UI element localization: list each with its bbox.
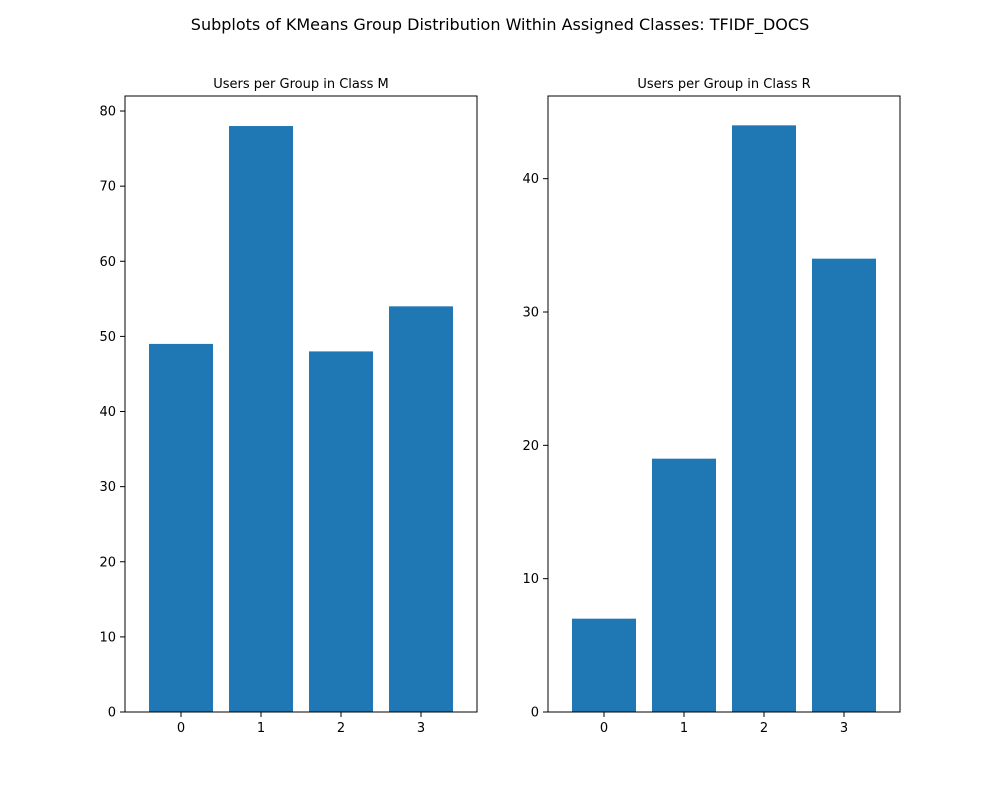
bar-group <box>149 126 453 713</box>
plot-frame <box>124 95 478 713</box>
bar-group-0 <box>149 343 213 712</box>
y-axis: 0 10 20 30 40 50 60 70 80 <box>99 105 125 721</box>
x-tick-label: 1 <box>680 721 688 736</box>
x-tick-label: 2 <box>337 721 345 736</box>
y-axis: 0 10 20 30 40 <box>522 172 548 721</box>
plot-frame <box>547 95 901 713</box>
y-tick-label: 40 <box>99 405 116 420</box>
y-tick-label: 10 <box>99 630 116 645</box>
x-axis: 0 1 2 3 <box>177 712 425 736</box>
bar-group-3 <box>389 306 453 712</box>
x-tick-label: 0 <box>177 721 185 736</box>
y-tick-label: 30 <box>522 306 539 321</box>
figure-title: Subplots of KMeans Group Distribution Wi… <box>191 15 809 35</box>
bar-group-1 <box>652 458 716 712</box>
bar-group-3 <box>812 258 876 712</box>
x-axis: 0 1 2 3 <box>600 712 848 736</box>
x-tick-label: 3 <box>417 721 425 736</box>
subplot-class-m: Users per Group in Class M 0 1 2 3 0 10 20 30 4… <box>99 77 478 736</box>
x-tick-label: 2 <box>760 721 768 736</box>
y-tick-label: 40 <box>522 172 539 187</box>
x-tick-label: 1 <box>257 721 265 736</box>
y-tick-label: 20 <box>522 439 539 454</box>
subplot-title: Users per Group in Class M <box>213 77 389 92</box>
bar-group-2 <box>309 351 373 712</box>
y-tick-label: 60 <box>99 255 116 270</box>
bar-group-1 <box>229 126 293 713</box>
x-tick-label: 3 <box>840 721 848 736</box>
y-tick-label: 30 <box>99 480 116 495</box>
bar-group-2 <box>732 125 796 712</box>
x-tick-label: 0 <box>600 721 608 736</box>
y-tick-label: 0 <box>108 706 116 721</box>
bar-group-0 <box>572 618 636 712</box>
y-tick-label: 10 <box>522 572 539 587</box>
subplot-class-r: Users per Group in Class R 0 1 2 3 0 10 20 30 4… <box>522 77 901 736</box>
y-tick-label: 70 <box>99 180 116 195</box>
y-tick-label: 0 <box>531 706 539 721</box>
y-tick-label: 50 <box>99 330 116 345</box>
subplot-title: Users per Group in Class R <box>637 77 810 92</box>
bar-group <box>572 125 876 712</box>
y-tick-label: 20 <box>99 555 116 570</box>
y-tick-label: 80 <box>99 105 116 120</box>
